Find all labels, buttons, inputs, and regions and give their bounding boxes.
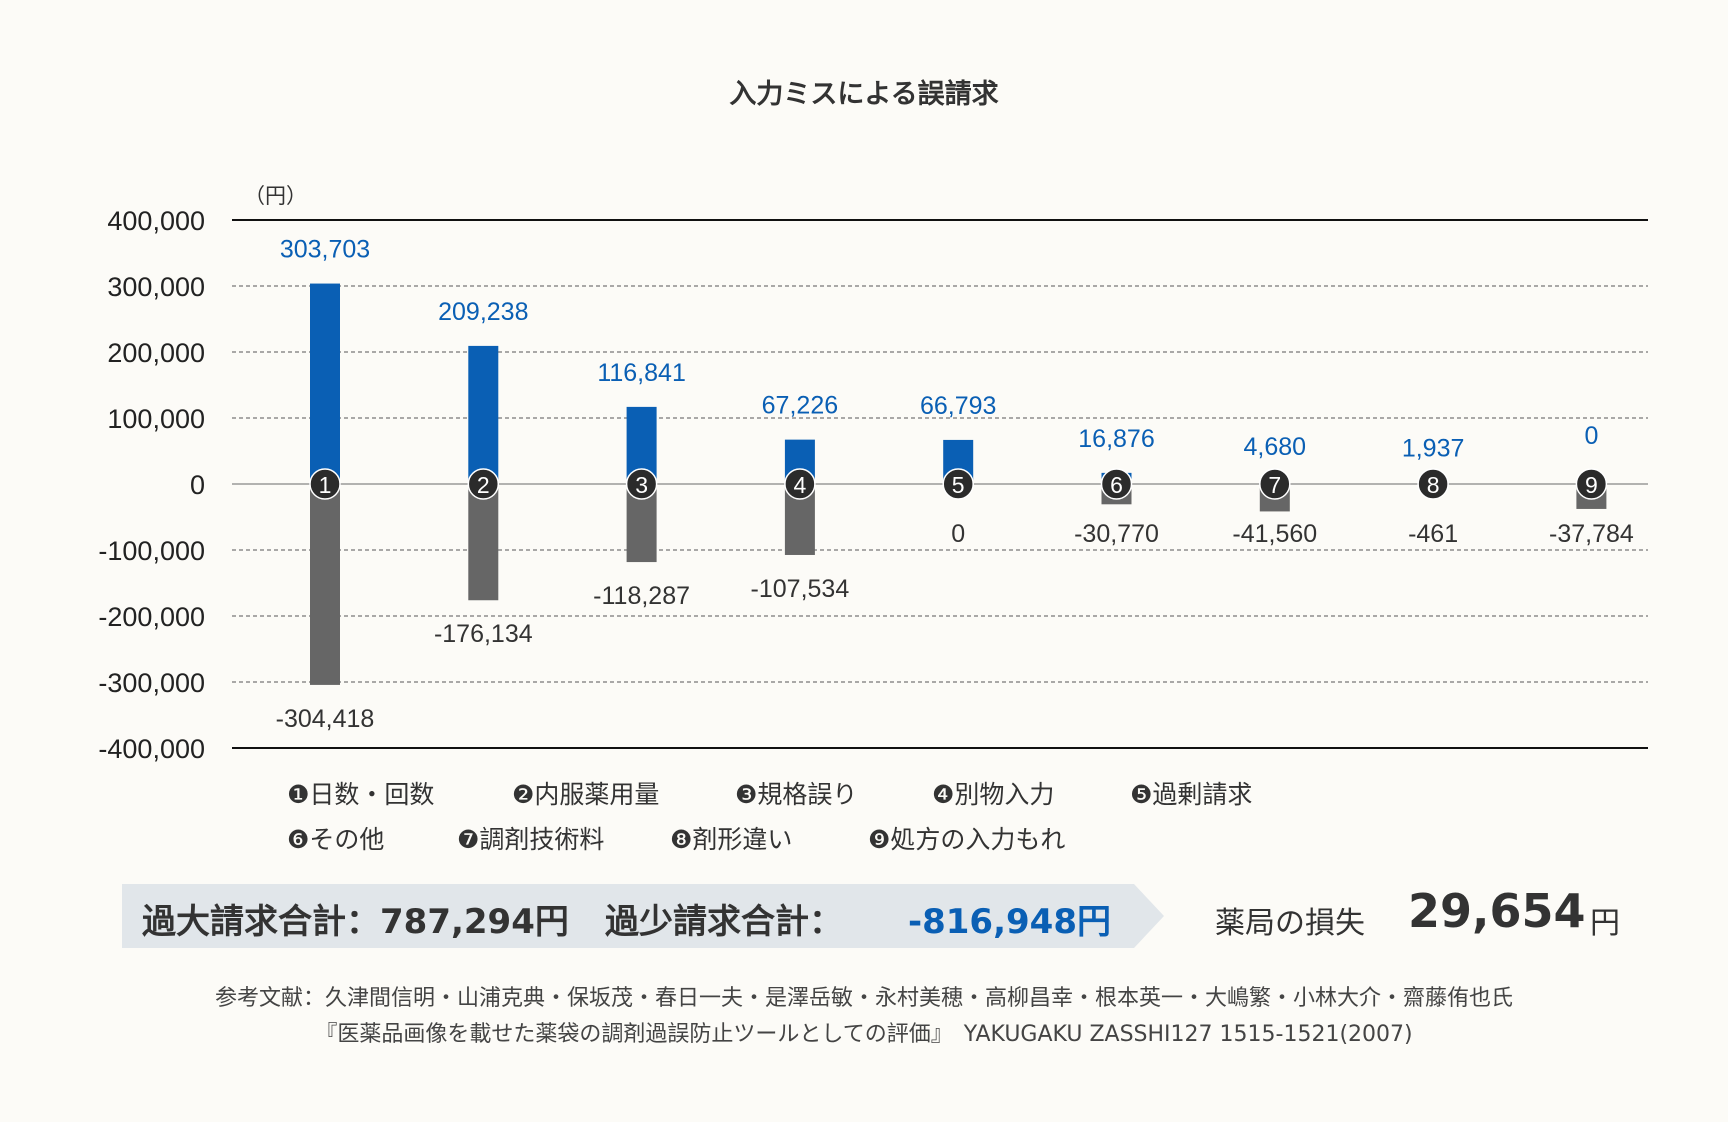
positive-data-label: 67,226 [762, 392, 838, 420]
category-marker [1100, 468, 1133, 500]
category-marker [1417, 468, 1449, 500]
positive-data-label: 4,680 [1244, 433, 1307, 461]
y-tick-label: -100,000 [98, 536, 205, 566]
reference-line-2: 『医薬品画像を載せた薬袋の調剤過誤防止ツールとしての評価』 YAKUGAKU Z… [315, 1022, 1413, 1047]
bar-negative [310, 484, 340, 685]
negative-data-label: -461 [1408, 520, 1458, 548]
category-label: 6 [1110, 472, 1123, 498]
negative-data-label: 0 [951, 520, 965, 548]
legend-item-9: ❾処方の入力もれ [868, 825, 1066, 854]
y-tick-label: 200,000 [107, 338, 205, 368]
y-tick-label: 0 [190, 470, 205, 500]
under-billing-label: 過少請求合計： [605, 902, 843, 942]
y-tick-label: -200,000 [98, 602, 205, 632]
legend-item-4: ❹別物入力 [932, 780, 1055, 809]
negative-data-label: -41,560 [1232, 520, 1317, 548]
negative-data-label: -176,134 [434, 620, 533, 648]
legend-item-1: ❶日数・回数 [287, 780, 435, 809]
category-label: 8 [1427, 472, 1440, 498]
legend-item-8: ❽剤形違い [670, 825, 793, 854]
positive-data-label: 1,937 [1402, 435, 1465, 463]
pharmacy-loss-value: 29,654 [1408, 884, 1586, 938]
bar-positive [468, 345, 499, 484]
reference-line-1: 参考文献：久津間信明・山浦克典・保坂茂・春日一夫・是澤岳敏・永村美穂・高柳昌幸・… [214, 986, 1513, 1011]
pharmacy-loss-unit: 円 [1590, 906, 1620, 941]
category-label: 7 [1268, 472, 1281, 498]
category-marker [467, 468, 500, 500]
negative-data-label: -304,418 [276, 705, 375, 733]
negative-data-label: -118,287 [593, 582, 690, 610]
positive-data-label: 0 [1584, 422, 1598, 450]
category-label: 3 [635, 472, 648, 498]
category-marker [784, 468, 816, 500]
y-axis-unit-label: （円） [244, 184, 307, 208]
over-billing-total: 過大請求合計：787,294円 [142, 902, 569, 942]
legend-item-7: ❼調剤技術料 [457, 825, 605, 854]
negative-data-label: -107,534 [751, 575, 850, 603]
bar-negative [468, 484, 499, 601]
y-tick-label: 400,000 [107, 206, 205, 236]
category-marker [1575, 468, 1608, 500]
bar-positive [310, 283, 340, 484]
category-marker [942, 468, 974, 500]
legend-item-6: ❻その他 [287, 825, 385, 854]
category-label: 4 [794, 472, 807, 498]
category-label: 2 [477, 472, 490, 498]
negative-data-label: -30,770 [1074, 520, 1159, 548]
positive-data-label: 16,876 [1078, 425, 1154, 453]
legend-item-5: ❺過剰請求 [1130, 780, 1253, 809]
positive-data-label: 66,793 [920, 392, 996, 420]
category-label: 9 [1585, 472, 1598, 498]
positive-data-label: 209,238 [438, 298, 528, 326]
summary-banner [122, 884, 1164, 948]
legend-item-2: ❷内服薬用量 [512, 780, 660, 809]
y-tick-label: -300,000 [98, 668, 205, 698]
category-label: 5 [952, 472, 965, 498]
category-marker [309, 468, 341, 500]
positive-data-label: 303,703 [280, 236, 370, 264]
y-tick-label: 300,000 [107, 272, 205, 302]
legend-item-3: ❸規格誤り [735, 780, 858, 809]
y-tick-label: 100,000 [107, 404, 205, 434]
category-marker [625, 468, 658, 500]
legend-row-2: ❻その他 ❼調剤技術料 ❽剤形違い ❾処方の入力もれ [0, 820, 1728, 856]
category-marker [1259, 468, 1291, 500]
positive-data-label: 116,841 [597, 359, 686, 387]
chart-title: 入力ミスによる誤請求 [729, 79, 999, 110]
pharmacy-loss-label: 薬局の損失 [1215, 906, 1365, 941]
y-tick-label: -400,000 [98, 734, 205, 764]
legend-row-1: ❶日数・回数 ❷内服薬用量 ❸規格誤り ❹別物入力 ❺過剰請求 [0, 775, 1728, 811]
negative-data-label: -37,784 [1549, 520, 1634, 548]
under-billing-value: -816,948円 [908, 902, 1111, 942]
category-label: 1 [319, 472, 332, 498]
